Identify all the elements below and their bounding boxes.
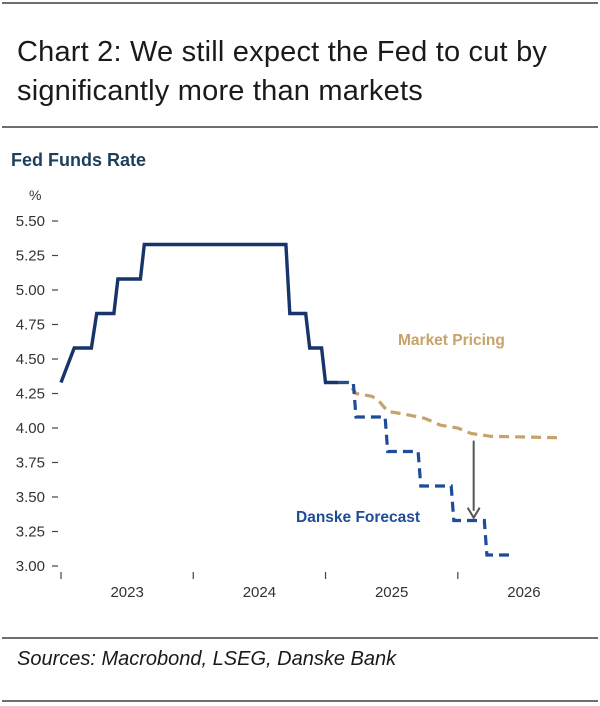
- chart-subtitle: Fed Funds Rate: [11, 150, 146, 170]
- x-tick-label: 2025: [375, 584, 408, 601]
- gap-arrow-head: [466, 507, 481, 520]
- title-rule: [2, 126, 598, 128]
- y-unit-label: %: [29, 187, 41, 203]
- y-tick-label: 3.75: [16, 455, 45, 472]
- market-pricing-label: Market Pricing: [398, 332, 505, 349]
- top-rule: [2, 2, 598, 4]
- y-tick-label: 5.50: [16, 213, 45, 230]
- fed-funds-line: [59, 242, 339, 385]
- x-tick-label: 2023: [110, 584, 143, 601]
- bottom-rule: [2, 637, 598, 639]
- x-tick-label: 2026: [507, 584, 540, 601]
- fed-funds-chart: Fed Funds Rate % 5.50 5.25 5.00 4.75 4.50 4.2…: [11, 150, 558, 601]
- y-tick-label: 3.50: [16, 489, 45, 506]
- y-tick-label: 4.25: [16, 386, 45, 403]
- sources-text: Sources: Macrobond, LSEG, Danske Bank: [17, 648, 397, 670]
- y-tick-label: 4.75: [16, 317, 45, 334]
- y-tick-label: 5.00: [16, 282, 45, 299]
- series-layer: [59, 242, 558, 557]
- y-tick-label: 4.00: [16, 420, 45, 437]
- y-tick-label: 3.00: [16, 558, 45, 575]
- market-pricing-line: [338, 380, 558, 440]
- chart-area: Fed Funds Rate % 5.50 5.25 5.00 4.75 4.50 4.2…: [0, 140, 600, 620]
- y-tick-label: 5.25: [16, 248, 45, 265]
- annotation-layer: Market Pricing Danske Forecast: [296, 332, 505, 526]
- danske-forecast-label: Danske Forecast: [296, 509, 420, 526]
- x-axis: 2023 2024 2025 2026: [60, 572, 541, 601]
- danske-forecast-line: [338, 380, 511, 557]
- y-axis: 5.50 5.25 5.00 4.75 4.50 4.25 4.00 3.75 3.50 3.25…: [16, 213, 58, 575]
- x-tick-label: 2024: [243, 584, 276, 601]
- y-tick-label: 4.50: [16, 351, 45, 368]
- footer-rule: [2, 700, 598, 702]
- y-tick-label: 3.25: [16, 524, 45, 541]
- chart-title: Chart 2: We still expect the Fed to cut …: [17, 36, 548, 107]
